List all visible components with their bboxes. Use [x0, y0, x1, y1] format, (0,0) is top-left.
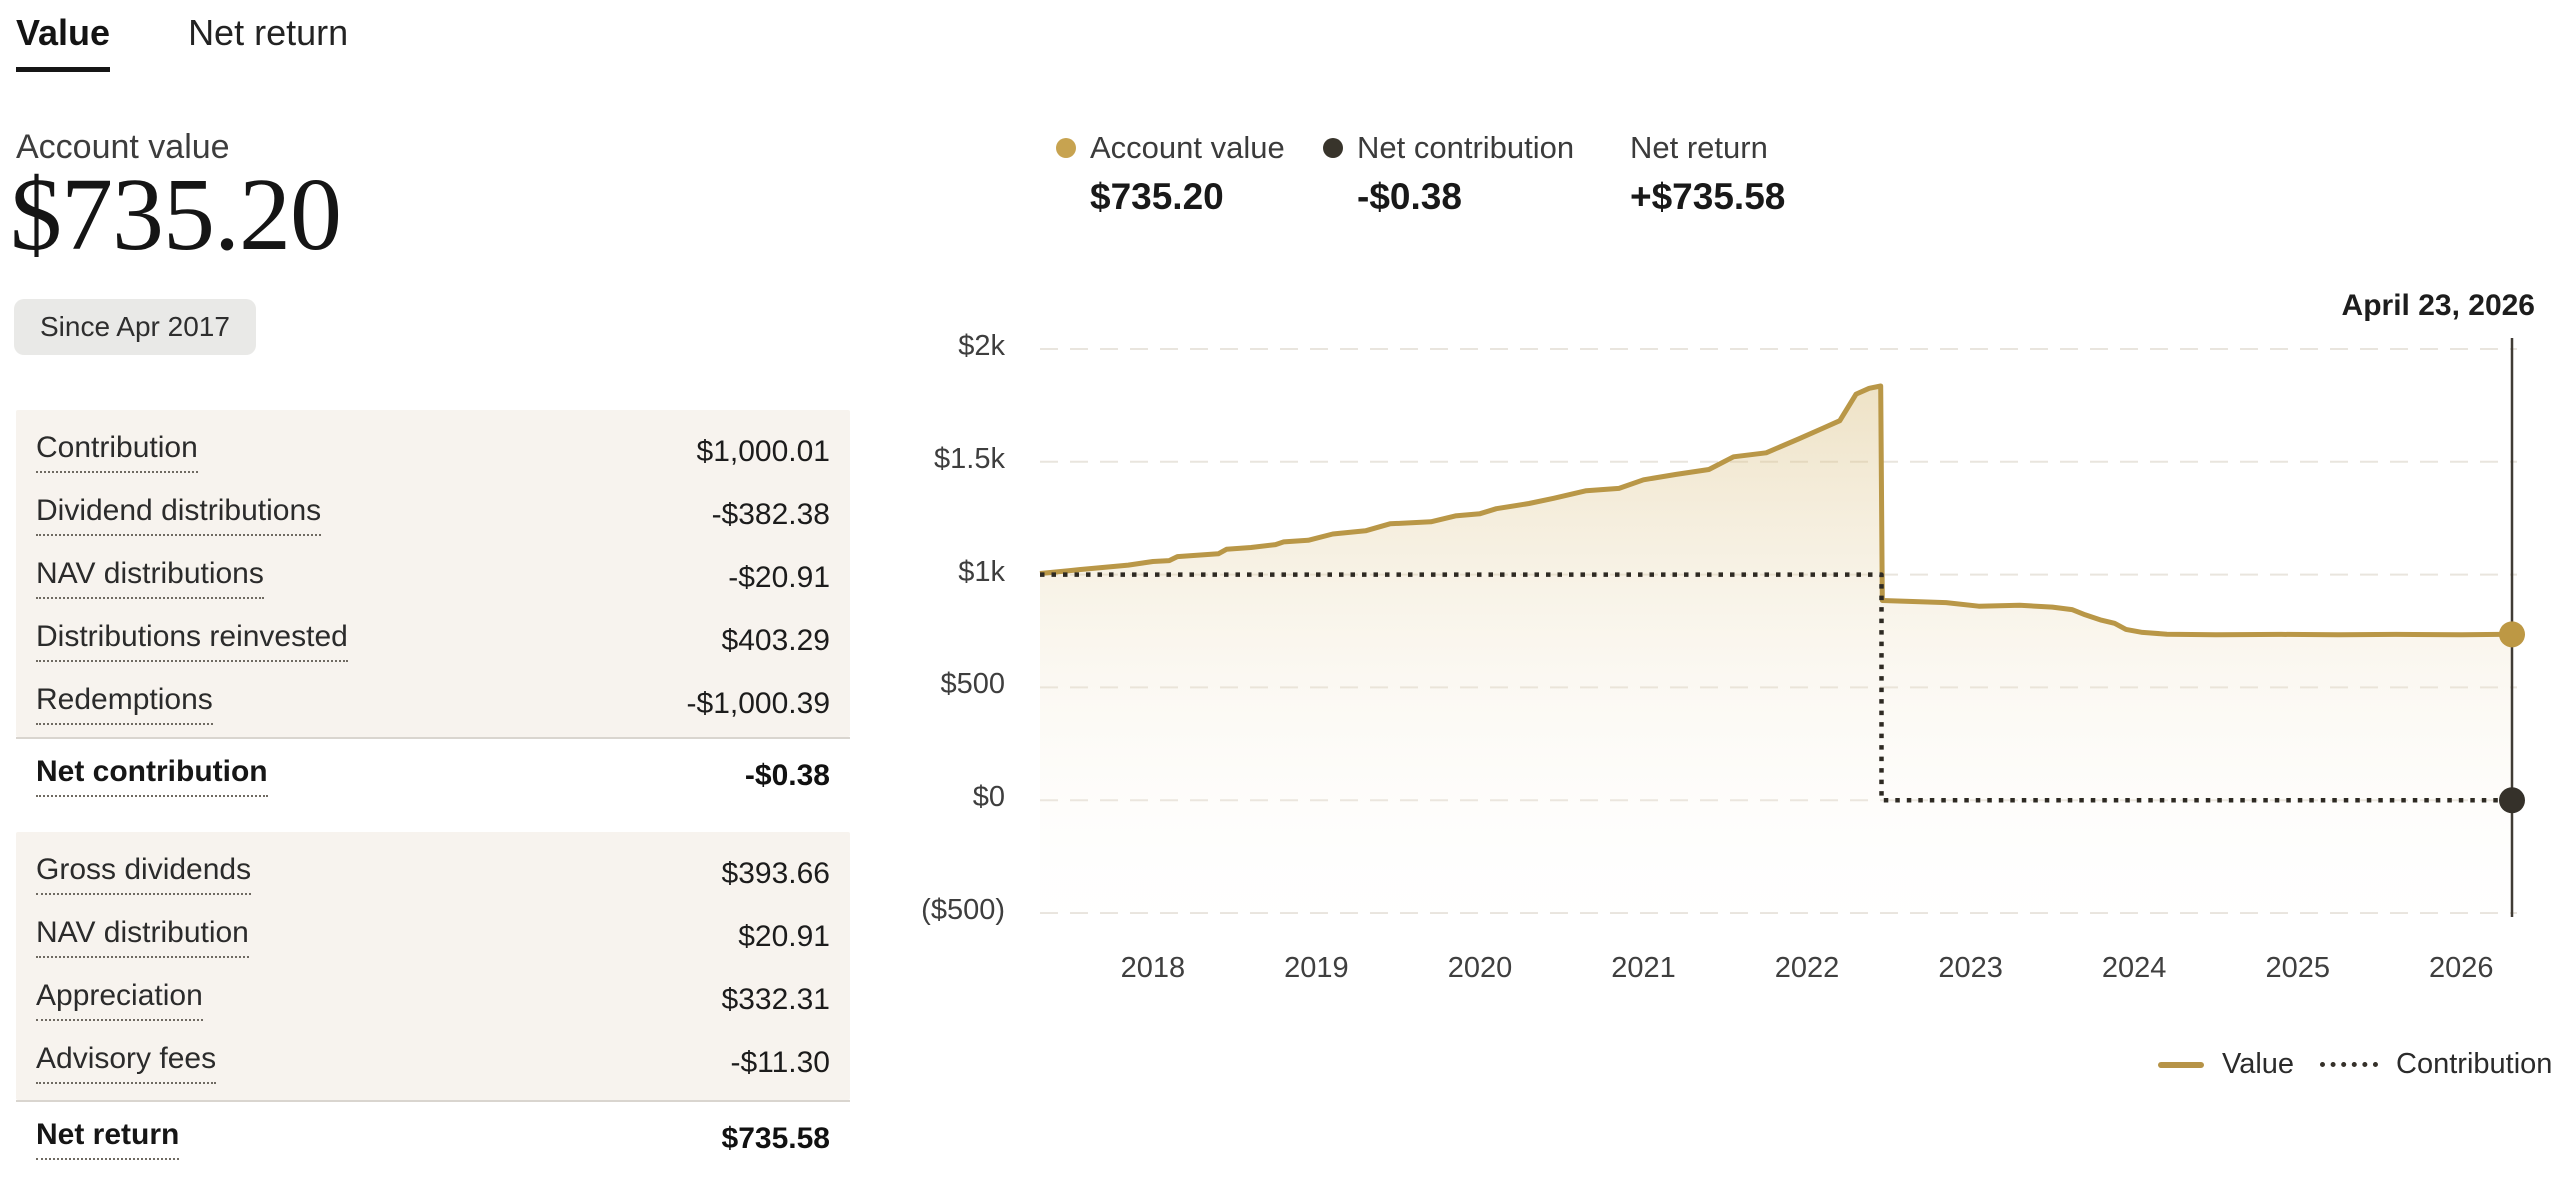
y-axis-tick: ($500) [921, 894, 1005, 926]
y-axis-tick: $2k [958, 330, 1005, 362]
net-contribution-row: Net contribution -$0.38 [16, 737, 850, 797]
legend-value: $735.20 [1090, 176, 1224, 217]
x-axis-tick: 2022 [1774, 952, 1840, 984]
legend-label: Net return [1630, 130, 1768, 165]
row-value: -$382.38 [711, 497, 830, 531]
legend-value: +$735.58 [1630, 176, 1786, 217]
net-return-row: Net return $735.58 [16, 1100, 850, 1160]
account-value-amount: $735.20 [10, 157, 342, 272]
row-label-gross-dividends[interactable]: Gross dividends [36, 853, 252, 895]
row-label-redemptions[interactable]: Redemptions [36, 683, 213, 725]
view-tabs: Value Net return [16, 12, 348, 72]
row-label-contribution[interactable]: Contribution [36, 431, 198, 473]
tab-net-return[interactable]: Net return [188, 12, 348, 72]
return-breakdown-panel: Gross dividends $393.66 NAV distribution… [16, 832, 850, 1100]
bottom-legend-value: Value [2158, 1048, 2294, 1081]
row-label-distributions-reinvested[interactable]: Distributions reinvested [36, 620, 348, 662]
value-line-swatch-icon [2158, 1061, 2204, 1068]
legend-item-account-value: Account value $735.20 [1056, 130, 1285, 218]
tab-value-label: Value [16, 12, 111, 53]
row-value: $393.66 [721, 856, 830, 890]
x-axis-tick: 2019 [1284, 952, 1349, 984]
chart-bottom-legend: Value Contribution [2158, 1048, 2552, 1081]
x-axis-tick: 2026 [2429, 952, 2494, 984]
table-row: NAV distribution $20.91 [36, 905, 830, 968]
chart-area-fill [1040, 386, 2512, 913]
legend-label: Account value [1090, 130, 1285, 165]
contribution-dotted-swatch-icon [2320, 1062, 2379, 1067]
chart-series-lines [1039, 383, 2513, 803]
row-value: -$11.30 [730, 1045, 830, 1079]
y-axis-tick: $0 [972, 781, 1005, 814]
table-row: Contribution $1,000.01 [36, 420, 830, 483]
chart-cursor-date: April 23, 2026 [2341, 289, 2535, 322]
bottom-legend-label: Value [2222, 1048, 2295, 1080]
y-axis-tick: $1.5k [934, 442, 1005, 475]
x-axis-tick: 2018 [1120, 952, 1186, 984]
tab-value[interactable]: Value [16, 12, 111, 72]
net-contribution-dot-icon [1323, 138, 1343, 158]
row-label-nav-distributions[interactable]: NAV distributions [36, 557, 264, 599]
row-value: $735.58 [721, 1122, 830, 1155]
tab-net-return-label: Net return [188, 12, 349, 53]
row-label-net-contribution[interactable]: Net contribution [36, 755, 268, 797]
row-label-appreciation[interactable]: Appreciation [36, 979, 203, 1021]
row-label-net-return[interactable]: Net return [36, 1118, 180, 1160]
table-row: Appreciation $332.31 [36, 968, 830, 1031]
contribution-breakdown-panel: Contribution $1,000.01 Dividend distribu… [16, 410, 850, 737]
row-label-dividend-distributions[interactable]: Dividend distributions [36, 494, 322, 536]
row-value: $332.31 [721, 982, 830, 1016]
table-row: Gross dividends $393.66 [36, 842, 830, 905]
row-value: $403.29 [721, 623, 830, 657]
period-badge[interactable]: Since Apr 2017 [14, 299, 256, 355]
legend-item-net-return: Net return +$735.58 [1630, 130, 1785, 218]
x-axis-tick: 2025 [2265, 952, 2330, 984]
row-value: $20.91 [738, 919, 830, 953]
chart-end-markers [2499, 621, 2525, 814]
x-axis-tick: 2023 [1938, 952, 2003, 984]
row-label-advisory-fees[interactable]: Advisory fees [36, 1042, 217, 1084]
table-row: NAV distributions -$20.91 [36, 546, 830, 609]
legend-value: -$0.38 [1357, 176, 1462, 217]
table-row: Redemptions -$1,000.39 [36, 672, 830, 735]
table-row: Distributions reinvested $403.29 [36, 609, 830, 672]
table-row: Advisory fees -$11.30 [36, 1031, 830, 1094]
row-label-nav-distribution[interactable]: NAV distribution [36, 916, 249, 958]
legend-label: Net contribution [1357, 130, 1575, 165]
row-value: -$0.38 [744, 759, 830, 792]
y-axis-tick: $1k [958, 555, 1005, 588]
legend-item-net-contribution: Net contribution -$0.38 [1323, 130, 1574, 218]
x-axis-tick: 2020 [1447, 952, 1513, 984]
bottom-legend-contribution: Contribution [2320, 1048, 2552, 1081]
x-axis-tick: 2024 [2101, 952, 2167, 984]
table-row: Dividend distributions -$382.38 [36, 483, 830, 546]
y-axis-tick: $500 [940, 668, 1005, 701]
row-value: $1,000.01 [696, 434, 830, 468]
row-value: -$20.91 [728, 560, 830, 594]
x-axis-tick: 2021 [1611, 952, 1676, 984]
row-value: -$1,000.39 [686, 686, 830, 720]
account-value-dot-icon [1056, 138, 1076, 158]
account-value-label: Account value [16, 128, 230, 166]
bottom-legend-label: Contribution [2396, 1048, 2553, 1080]
